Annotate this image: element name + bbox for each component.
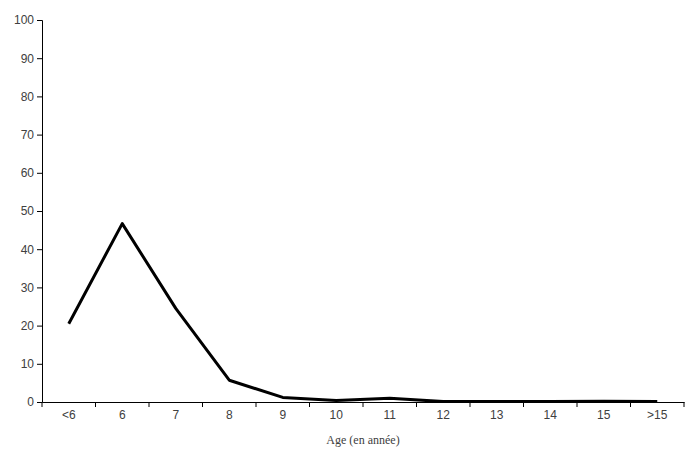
data-line [69, 224, 658, 402]
plot-area [69, 224, 658, 402]
y-tick: 70 [21, 128, 42, 142]
y-tick-label: 60 [21, 166, 35, 180]
x-tick: 15 [597, 402, 611, 422]
x-tick-label: 13 [490, 408, 504, 422]
y-tick: 20 [21, 319, 42, 333]
y-tick: 60 [21, 166, 42, 180]
x-tick-label: 15 [597, 408, 611, 422]
y-tick-label: 100 [14, 13, 34, 27]
y-tick-label: 70 [21, 128, 35, 142]
y-tick-label: 40 [21, 243, 35, 257]
y-tick-mark [37, 287, 42, 288]
y-tick-mark [37, 211, 42, 212]
y-tick-mark [37, 135, 42, 136]
x-tick-label: 6 [119, 408, 126, 422]
x-separator [363, 402, 364, 407]
y-tick-mark [37, 96, 42, 97]
y-tick-mark [37, 402, 42, 403]
y-tick: 10 [21, 357, 42, 371]
y-tick-label: 20 [21, 319, 35, 333]
x-tick-label: 7 [172, 408, 179, 422]
y-axis: 0 10 20 30 40 50 60 70 80 90 100 [14, 13, 43, 409]
x-separator [202, 402, 203, 407]
x-tick-label: 11 [384, 408, 397, 422]
y-tick-label: 10 [21, 357, 35, 371]
x-tick: 13 [490, 402, 504, 422]
x-tick-label: >15 [647, 408, 668, 422]
y-tick-label: 30 [21, 281, 35, 295]
y-tick-label: 50 [21, 204, 35, 218]
y-tick-mark [37, 364, 42, 365]
x-tick: 8 [226, 402, 233, 422]
y-axis-line [37, 21, 43, 403]
y-tick: 80 [21, 90, 42, 104]
y-tick: 100 [14, 13, 42, 27]
y-tick-label: 80 [21, 90, 35, 104]
x-axis-title: Age (en année) [326, 433, 399, 447]
x-tick-label: 10 [330, 408, 344, 422]
y-tick-label: 0 [27, 395, 34, 409]
y-tick-label: 90 [21, 52, 35, 66]
x-separator [42, 402, 43, 407]
x-tick: 12 [437, 402, 451, 422]
y-tick: 30 [21, 281, 42, 295]
x-tick: 7 [172, 402, 179, 422]
x-tick: 6 [119, 402, 126, 422]
y-tick-mark [37, 326, 42, 327]
x-separator [577, 402, 578, 407]
x-tick-label: 8 [226, 408, 233, 422]
x-separator [630, 402, 631, 407]
x-tick: 10 [330, 402, 344, 422]
x-separator [523, 402, 524, 407]
x-axis: <6 6 7 8 9 10 11 12 13 14 15 >15 [42, 402, 685, 422]
x-tick: <6 [62, 402, 76, 422]
x-tick-label: <6 [62, 408, 76, 422]
x-separator [684, 402, 685, 407]
x-tick-label: 12 [437, 408, 451, 422]
y-tick: 40 [21, 243, 42, 257]
y-tick-mark [37, 249, 42, 250]
x-separator [470, 402, 471, 407]
chart: 0 10 20 30 40 50 60 70 80 90 100 <6 6 7 8 9 10 11 12 13 14 15… [0, 0, 694, 449]
y-tick-mark [37, 20, 42, 21]
y-tick-mark [37, 58, 42, 59]
x-separator [309, 402, 310, 407]
x-tick: 9 [279, 402, 286, 422]
y-tick: 90 [21, 52, 42, 66]
y-tick-mark [37, 173, 42, 174]
x-separator [95, 402, 96, 407]
y-tick: 50 [21, 204, 42, 218]
x-tick-label: 9 [279, 408, 286, 422]
x-separator [149, 402, 150, 407]
x-tick: >15 [647, 402, 668, 422]
x-tick-label: 14 [544, 408, 558, 422]
x-separator [416, 402, 417, 407]
x-tick: 11 [384, 402, 397, 422]
y-tick: 0 [27, 395, 42, 409]
x-separator [256, 402, 257, 407]
x-tick: 14 [544, 402, 558, 422]
